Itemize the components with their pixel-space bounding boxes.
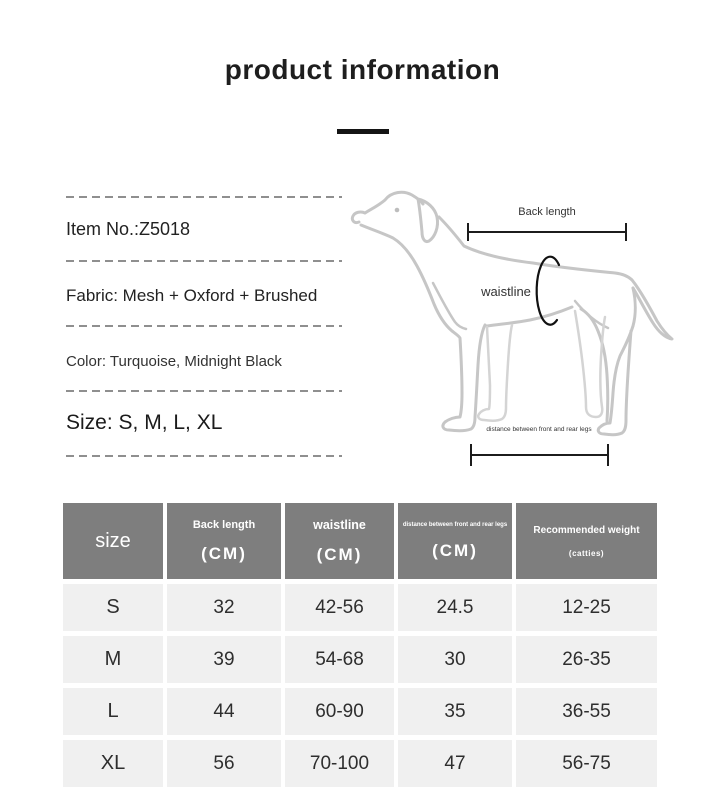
table-cell: 56 [167,740,281,787]
back-length-label: Back length [518,206,575,218]
waistline-ellipse [535,255,561,326]
dog-line-art [350,190,674,437]
table-cell: 36-55 [516,688,657,735]
table-header-leg-distance: distance between front and rear legs (CM… [398,503,512,579]
table-cell: 60-90 [285,688,394,735]
table-header-waistline: waistline (CM) [285,503,394,579]
header-title: distance between front and rear legs [402,521,508,528]
table-cell: 30 [398,636,512,683]
header-title: Back length [192,518,256,531]
table-cell: 70-100 [285,740,394,787]
table-cell: 54-68 [285,636,394,683]
table-cell: 35 [398,688,512,735]
leg-distance-label: distance between front and rear legs [486,426,592,433]
table-header-recommended-weight: Recommended weight (catties) [516,503,657,579]
size-text: Size: S, M, L, XL [66,411,223,434]
size-table: size Back length (CM) waistline (CM) dis… [63,503,657,787]
leg-distance-measure-line [470,444,609,466]
table-cell: 24.5 [398,584,512,631]
title-underline-dash [337,129,389,134]
divider [66,390,342,392]
table-cell: 26-35 [516,636,657,683]
divider [66,455,342,457]
header-unit: (CM) [316,544,363,564]
table-cell: 56-75 [516,740,657,787]
divider [66,325,342,327]
header-title: waistline [313,517,366,532]
table-cell: 32 [167,584,281,631]
color-text: Color: Turquoise, Midnight Black [66,353,282,370]
dog-measurement-diagram: Back length waistline distance between f… [350,190,674,466]
dog-eye [394,207,400,213]
table-cell: 39 [167,636,281,683]
table-cell: 47 [398,740,512,787]
table-cell: 12-25 [516,584,657,631]
header-unit: (CM) [201,543,247,563]
header-unit: (CM) [432,540,478,560]
table-cell: 42-56 [285,584,394,631]
table-cell: S [63,584,163,631]
table-cell: XL [63,740,163,787]
header-title: size [95,529,131,552]
table-header-size: size [63,503,163,579]
table-header-back-length: Back length (CM) [167,503,281,579]
divider [66,196,342,198]
divider [66,260,342,262]
table-cell: 44 [167,688,281,735]
page-title: product information [224,54,501,85]
item-number-text: Item No.:Z5018 [66,219,191,239]
table-cell: M [63,636,163,683]
header-unit: (catties) [568,548,605,558]
waistline-label: waistline [480,284,531,299]
back-length-measure-line [467,223,627,241]
fabric-text: Fabric: Mesh + Oxford + Brushed [66,286,318,305]
table-cell: L [63,688,163,735]
header-title: Recommended weight [533,524,640,536]
